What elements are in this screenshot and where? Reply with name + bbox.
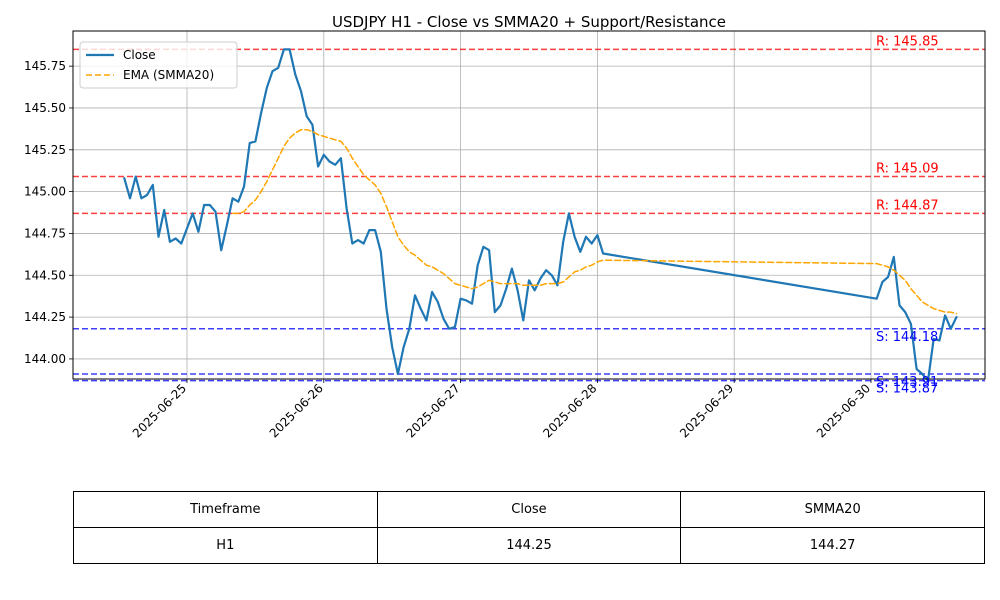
- support-label: S: 143.87: [876, 382, 938, 397]
- legend-box: [79, 41, 238, 89]
- x-tick-label: 2025-06-28: [540, 381, 599, 440]
- y-axis: 144.00 144.25 144.50 144.75 145.00 145.25 145.…: [24, 59, 73, 366]
- y-tick-label: 145.75: [24, 59, 66, 73]
- legend-label: Close: [123, 48, 156, 62]
- x-axis: 2025-06-25 2025-06-26 2025-06-27 2025-06-28…: [130, 379, 873, 440]
- y-tick-label: 144.25: [24, 310, 66, 324]
- plot-frame: [72, 30, 986, 380]
- grid: [73, 31, 985, 379]
- series-lines: [123, 48, 958, 382]
- y-tick-label: 144.50: [24, 268, 66, 282]
- table-row: H1 144.25 144.27: [73, 527, 985, 564]
- y-tick-label: 145.25: [24, 143, 66, 157]
- table-cell: 144.27: [680, 527, 985, 564]
- legend: Close EMA (SMMA20): [79, 41, 238, 89]
- support-resistance-levels: [73, 48, 985, 382]
- smma20-line: [231, 128, 958, 315]
- x-tick-label: 2025-06-27: [404, 381, 463, 440]
- x-tick-label: 2025-06-25: [130, 381, 189, 440]
- table-header-cell: Timeframe: [73, 491, 378, 528]
- x-tick-label: 2025-06-29: [677, 381, 736, 440]
- resistance-label: R: 144.87: [876, 198, 939, 213]
- table-cell: 144.25: [376, 527, 682, 564]
- level-labels: R: 145.85 R: 145.09 R: 144.87 S: 144.18 S: 1…: [876, 34, 939, 396]
- y-tick-label: 144.75: [24, 226, 66, 240]
- chart: USDJPY H1 - Close vs SMMA20 + Support/Re…: [24, 13, 986, 440]
- y-tick-label: 145.00: [24, 185, 66, 199]
- y-tick-label: 145.50: [24, 101, 66, 115]
- y-tick-label: 144.00: [24, 352, 66, 366]
- support-label: S: 144.18: [876, 330, 938, 345]
- x-tick-label: 2025-06-30: [814, 381, 873, 440]
- legend-label: EMA (SMMA20): [123, 68, 214, 82]
- summary-table: Timeframe Close SMMA20 H1 144.25 144.27: [73, 491, 985, 564]
- table-cell: H1: [73, 527, 378, 564]
- support-label: S: 143.91: [876, 375, 938, 390]
- table-header-cell: Close: [376, 491, 682, 528]
- chart-title: USDJPY H1 - Close vs SMMA20 + Support/Re…: [332, 13, 726, 31]
- close-line: [123, 48, 958, 382]
- table-header-cell: SMMA20: [680, 491, 985, 528]
- table-header-row: Timeframe Close SMMA20: [73, 491, 985, 528]
- resistance-label: R: 145.09: [876, 162, 939, 177]
- resistance-label: R: 145.85: [876, 34, 939, 49]
- x-tick-label: 2025-06-26: [267, 381, 326, 440]
